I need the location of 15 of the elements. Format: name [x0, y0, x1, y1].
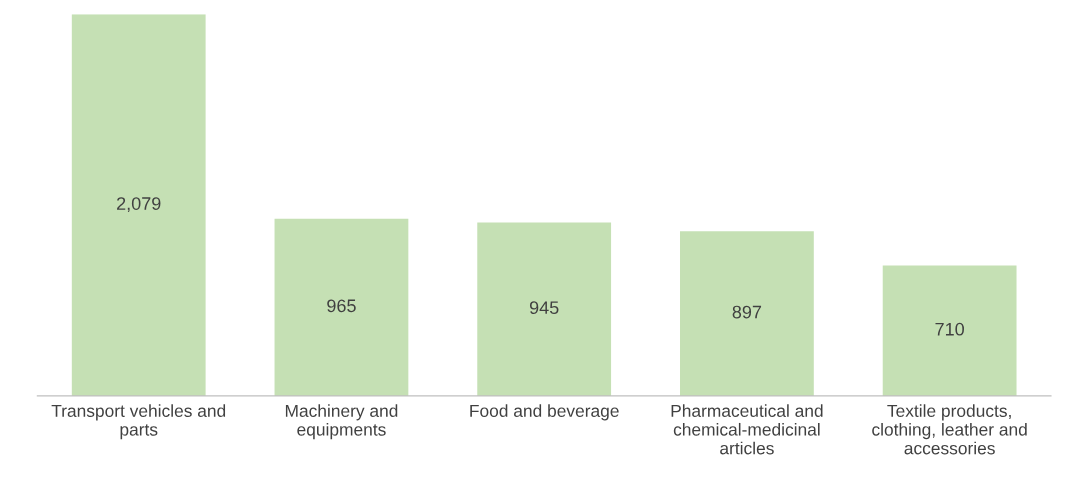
data-label: 710	[935, 322, 964, 336]
x-tick-label: Textile products, clothing, leather and accessories	[872, 404, 1027, 455]
data-label: 965	[327, 299, 356, 313]
x-tick-label: Machinery and equipments	[285, 404, 398, 440]
data-label: 897	[732, 305, 762, 319]
bar	[274, 218, 409, 396]
bar	[882, 265, 1017, 396]
data-label: 945	[529, 301, 559, 315]
bar	[680, 231, 814, 396]
x-tick-label: Pharmaceutical and chemical-medicinal articles	[671, 404, 823, 455]
x-tick-label: Food and beverage	[470, 404, 619, 421]
x-tick-label: Transport vehicles and parts	[51, 404, 226, 440]
bar	[71, 14, 206, 396]
bar	[477, 222, 612, 396]
data-label: 2,079	[117, 197, 161, 213]
